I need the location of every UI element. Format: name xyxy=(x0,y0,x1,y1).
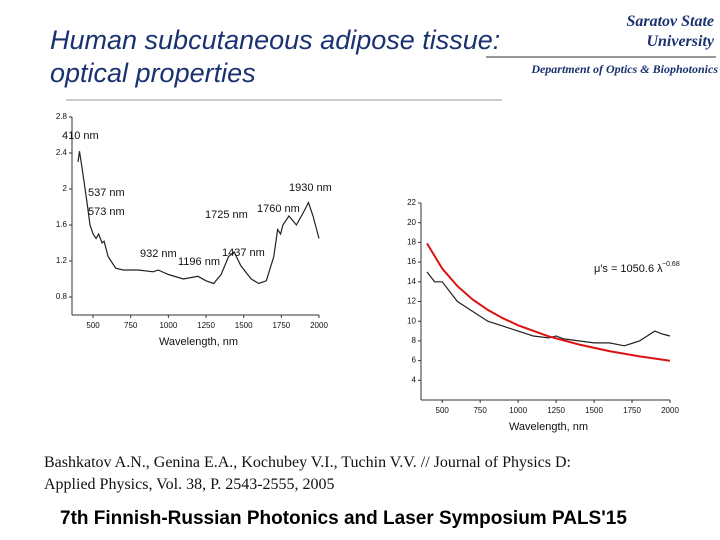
university-line: University xyxy=(646,33,714,50)
y-tick-label: 1.2 xyxy=(56,256,68,265)
annotation: μ′s = 1050.6 λ xyxy=(594,263,663,275)
annotation: 1760 nm xyxy=(257,203,300,215)
y-tick-label: 22 xyxy=(407,198,416,207)
x-tick-label: 1000 xyxy=(509,406,527,415)
annotation: 932 nm xyxy=(140,248,177,260)
x-axis-label: Wavelength, nm xyxy=(509,421,588,433)
annotation: 410 nm xyxy=(62,130,99,142)
x-tick-label: 750 xyxy=(473,406,487,415)
x-tick-label: 1250 xyxy=(197,321,215,330)
annotation: 1196 nm xyxy=(178,256,220,268)
y-tick-label: 4 xyxy=(412,375,417,384)
y-tick-label: 18 xyxy=(407,238,416,247)
annotation: 1930 nm xyxy=(289,182,332,194)
title-line: Human subcutaneous adipose tissue: xyxy=(50,25,501,55)
y-tick-label: 0.8 xyxy=(56,292,68,301)
x-tick-label: 1750 xyxy=(623,406,641,415)
x-tick-label: 500 xyxy=(86,321,100,330)
x-axis-label: Wavelength, nm xyxy=(159,336,238,348)
annotation: 537 nm xyxy=(88,187,125,199)
department: Department of Optics & Biophotonics xyxy=(531,62,718,76)
x-tick-label: 1500 xyxy=(235,321,253,330)
x-tick-label: 1500 xyxy=(585,406,603,415)
x-tick-label: 2000 xyxy=(661,406,679,415)
university: Saratov State University xyxy=(626,12,714,52)
y-tick-label: 2.8 xyxy=(56,112,68,121)
annotation: 1437 nm xyxy=(222,247,265,259)
y-tick-label: 10 xyxy=(407,316,416,325)
x-tick-label: 1250 xyxy=(547,406,565,415)
annotation: 1725 nm xyxy=(205,209,248,221)
data-line xyxy=(426,242,671,362)
x-tick-label: 2000 xyxy=(310,321,328,330)
y-tick-label: 20 xyxy=(407,218,416,227)
y-tick-label: 14 xyxy=(407,277,416,286)
x-tick-label: 1750 xyxy=(272,321,290,330)
y-tick-label: 1.6 xyxy=(56,220,68,229)
citation: Bashkatov A.N., Genina E.A., Kochubey V.… xyxy=(44,452,684,496)
x-tick-label: 1000 xyxy=(159,321,177,330)
citation-line: Bashkatov A.N., Genina E.A., Kochubey V.… xyxy=(44,454,571,471)
data-line xyxy=(77,151,320,285)
y-tick-label: 8 xyxy=(412,336,417,345)
y-tick-label: 6 xyxy=(412,356,417,365)
x-tick-label: 500 xyxy=(436,406,450,415)
y-tick-label: 2.4 xyxy=(56,148,68,157)
title-line: optical properties xyxy=(50,58,256,88)
y-tick-label: 12 xyxy=(407,297,416,306)
university-line: Saratov State xyxy=(626,13,714,30)
annotation: 573 nm xyxy=(88,206,125,218)
y-tick-label: 2 xyxy=(63,184,68,193)
citation-line: Applied Physics, Vol. 38, P. 2543-2555, … xyxy=(44,476,335,493)
annotation: −0.68 xyxy=(662,261,680,268)
title: Human subcutaneous adipose tissue: optic… xyxy=(50,24,500,90)
x-tick-label: 750 xyxy=(124,321,138,330)
data-line xyxy=(426,271,671,347)
y-tick-label: 16 xyxy=(407,257,416,266)
footer: 7th Finnish-Russian Photonics and Laser … xyxy=(60,508,627,529)
